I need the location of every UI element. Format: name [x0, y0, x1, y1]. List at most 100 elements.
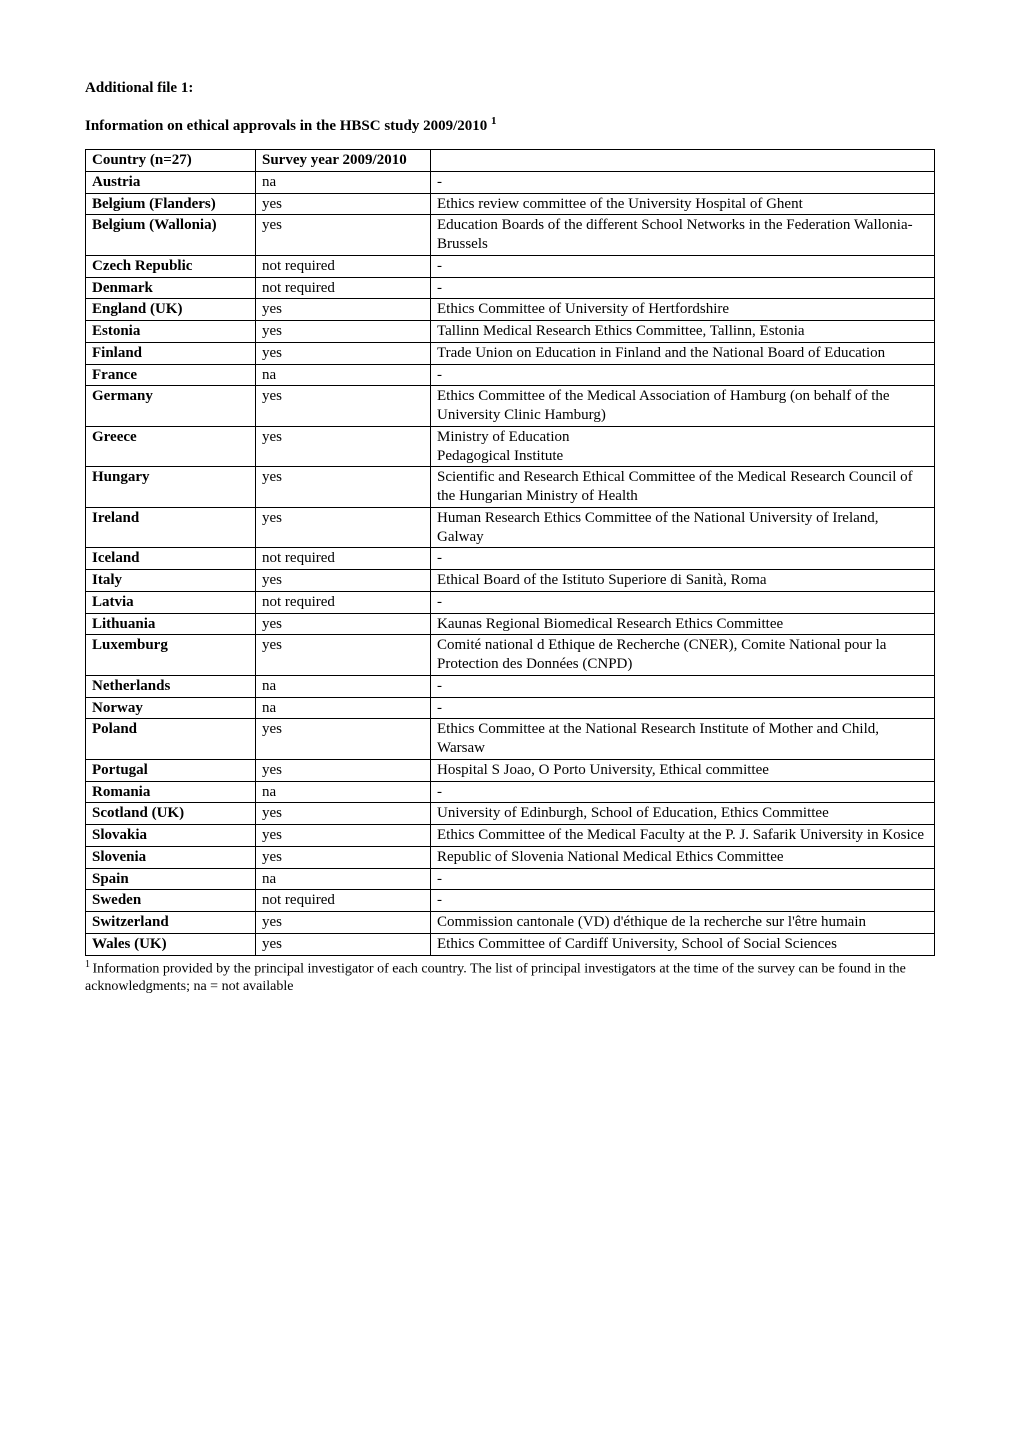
table-row: FinlandyesTrade Union on Education in Fi… [86, 342, 935, 364]
cell-country: Czech Republic [86, 255, 256, 277]
cell-details: Ethics Committee at the National Researc… [431, 719, 935, 760]
cell-country: Luxemburg [86, 635, 256, 676]
cell-country: Wales (UK) [86, 933, 256, 955]
cell-details: Education Boards of the different School… [431, 215, 935, 256]
cell-country: Spain [86, 868, 256, 890]
cell-details: Ethics review committee of the Universit… [431, 193, 935, 215]
table-row: IrelandyesHuman Research Ethics Committe… [86, 507, 935, 548]
cell-country: Iceland [86, 548, 256, 570]
cell-country: Slovenia [86, 846, 256, 868]
table-row: PolandyesEthics Committee at the Nationa… [86, 719, 935, 760]
table-row: SlovakiayesEthics Committee of the Medic… [86, 825, 935, 847]
cell-country: Greece [86, 426, 256, 467]
cell-details: Ethics Committee of the Medical Faculty … [431, 825, 935, 847]
cell-country: Slovakia [86, 825, 256, 847]
cell-country: Germany [86, 386, 256, 427]
cell-details: Ministry of EducationPedagogical Institu… [431, 426, 935, 467]
table-row: Belgium (Flanders) yesEthics review comm… [86, 193, 935, 215]
cell-details: - [431, 277, 935, 299]
cell-survey: yes [256, 507, 431, 548]
cell-survey: na [256, 364, 431, 386]
cell-details: Ethics Committee of University of Hertfo… [431, 299, 935, 321]
document-heading-2: Information on ethical approvals in the … [85, 115, 935, 135]
cell-country: Finland [86, 342, 256, 364]
cell-survey: yes [256, 825, 431, 847]
cell-survey: yes [256, 321, 431, 343]
cell-details: Hospital S Joao, O Porto University, Eth… [431, 759, 935, 781]
cell-country: Lithuania [86, 613, 256, 635]
table-row: SloveniayesRepublic of Slovenia National… [86, 846, 935, 868]
cell-details: Commission cantonale (VD) d'éthique de l… [431, 912, 935, 934]
heading-2-text: Information on ethical approvals in the … [85, 118, 491, 134]
table-row: SwitzerlandyesCommission cantonale (VD) … [86, 912, 935, 934]
cell-survey: not required [256, 277, 431, 299]
cell-details: Comité national d Ethique de Recherche (… [431, 635, 935, 676]
table-row: PortugalyesHospital S Joao, O Porto Univ… [86, 759, 935, 781]
table-row: EstoniayesTallinn Medical Research Ethic… [86, 321, 935, 343]
document-heading-1: Additional file 1: [85, 80, 935, 97]
cell-survey: na [256, 781, 431, 803]
table-row: Czech Republicnot required- [86, 255, 935, 277]
heading-2-superscript: 1 [491, 115, 497, 127]
cell-survey: not required [256, 890, 431, 912]
cell-survey: yes [256, 193, 431, 215]
cell-survey: yes [256, 803, 431, 825]
cell-details: Trade Union on Education in Finland and … [431, 342, 935, 364]
cell-survey: not required [256, 548, 431, 570]
cell-country: Latvia [86, 591, 256, 613]
table-row: ItalyyesEthical Board of the Istituto Su… [86, 570, 935, 592]
cell-survey: yes [256, 215, 431, 256]
table-row: Hungaryyes Scientific and Research Ethic… [86, 467, 935, 508]
table-row: GermanyyesEthics Committee of the Medica… [86, 386, 935, 427]
cell-details: - [431, 364, 935, 386]
cell-country: Sweden [86, 890, 256, 912]
cell-country: Norway [86, 697, 256, 719]
cell-details: Scientific and Research Ethical Committe… [431, 467, 935, 508]
cell-country: Scotland (UK) [86, 803, 256, 825]
table-row: Norwayna- [86, 697, 935, 719]
cell-survey: na [256, 675, 431, 697]
cell-country: Portugal [86, 759, 256, 781]
footnote: 1 Information provided by the principal … [85, 958, 935, 997]
cell-survey: na [256, 171, 431, 193]
cell-survey: yes [256, 570, 431, 592]
footnote-text: Information provided by the principal in… [85, 961, 906, 994]
cell-details: - [431, 548, 935, 570]
table-row: Wales (UK)yesEthics Committee of Cardiff… [86, 933, 935, 955]
cell-country: Austria [86, 171, 256, 193]
table-row: Latvianot required- [86, 591, 935, 613]
cell-country: Netherlands [86, 675, 256, 697]
cell-survey: na [256, 697, 431, 719]
cell-survey: yes [256, 613, 431, 635]
cell-details: - [431, 890, 935, 912]
cell-country: Hungary [86, 467, 256, 508]
cell-survey: not required [256, 255, 431, 277]
cell-details: Ethical Board of the Istituto Superiore … [431, 570, 935, 592]
cell-survey: yes [256, 635, 431, 676]
cell-country: Estonia [86, 321, 256, 343]
cell-country: Ireland [86, 507, 256, 548]
cell-details: University of Edinburgh, School of Educa… [431, 803, 935, 825]
table-row: Swedennot required- [86, 890, 935, 912]
cell-details: - [431, 255, 935, 277]
table-row: Francena- [86, 364, 935, 386]
cell-details: Human Research Ethics Committee of the N… [431, 507, 935, 548]
cell-survey: yes [256, 426, 431, 467]
table-row: Austriana- [86, 171, 935, 193]
cell-survey: yes [256, 759, 431, 781]
cell-country: Switzerland [86, 912, 256, 934]
cell-country: Belgium (Flanders) [86, 193, 256, 215]
cell-survey: na [256, 868, 431, 890]
cell-survey: yes [256, 719, 431, 760]
table-row: LithuaniayesKaunas Regional Biomedical R… [86, 613, 935, 635]
cell-country: Romania [86, 781, 256, 803]
table-row: Scotland (UK)yesUniversity of Edinburgh,… [86, 803, 935, 825]
header-survey: Survey year 2009/2010 [256, 150, 431, 172]
ethics-approvals-table: Country (n=27) Survey year 2009/2010 Aus… [85, 149, 935, 956]
table-row: Icelandnot required- [86, 548, 935, 570]
cell-survey: yes [256, 933, 431, 955]
cell-survey: yes [256, 912, 431, 934]
cell-details: Ethics Committee of Cardiff University, … [431, 933, 935, 955]
cell-details: Tallinn Medical Research Ethics Committe… [431, 321, 935, 343]
table-row: Romaniana- [86, 781, 935, 803]
